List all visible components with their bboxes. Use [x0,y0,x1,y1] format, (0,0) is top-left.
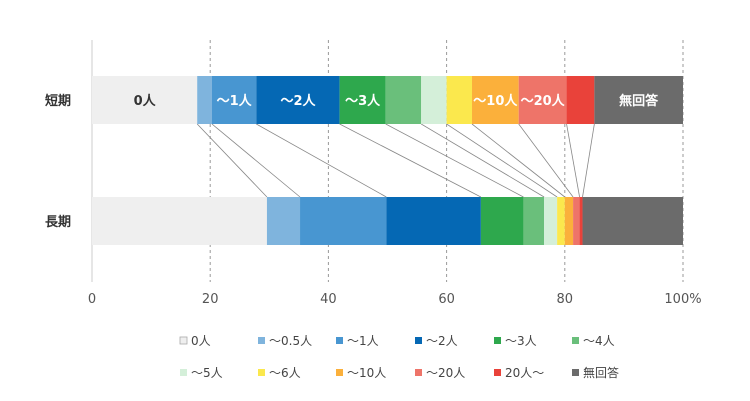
bar-segment [566,76,595,124]
legend-swatch [179,336,188,345]
legend-label: ～3人 [505,334,537,348]
bar-segment [339,76,386,124]
segment-label: 無回答 [619,93,659,109]
segment-label: ～2人 [280,93,316,109]
legend-label: ～4人 [583,334,615,348]
connector-line [420,123,545,198]
legend-label: ～6人 [269,366,301,380]
category-label: 長期 [45,215,71,230]
legend-swatch [494,369,501,376]
connector-line [446,123,558,198]
segment-label: 0人 [134,93,157,109]
legend-swatch [415,337,422,344]
category-label: 短期 [45,93,71,109]
bar-segment [446,76,473,124]
x-axis: 0 20 40 60 80 100% [88,292,702,307]
bar-segment [266,197,301,245]
connector-line [211,123,301,198]
bar-segment [582,197,683,245]
legend-swatch [336,337,343,344]
bar-segment [564,197,574,245]
bar-segment [480,197,524,245]
connector-line [385,123,524,198]
bar-segment [386,197,481,245]
x-tick-label: 80 [557,292,574,307]
bars: 0人 ～1人 ～2人 ～3人 ～10人 ～20人 無回答 [92,76,683,245]
legend-label: ～2人 [426,334,458,348]
bar-segment [579,197,583,245]
x-tick-label: 100% [664,292,701,307]
legend-label: ～10人 [347,366,386,380]
legend-label: 0人 [191,334,211,348]
segment-label: ～1人 [217,93,253,109]
legend-label: ～1人 [347,334,379,348]
bar-segment [256,76,340,124]
bar-segment [544,197,558,245]
legend-label: 無回答 [583,365,619,380]
connector-lines [196,123,595,198]
bar-segment [385,76,422,124]
x-tick-label: 60 [438,292,455,307]
legend-swatch [258,369,265,376]
bar-segment [523,197,545,245]
legend-label: ～5人 [191,366,223,380]
connector-line [471,123,566,198]
segment-label: ～10人 [473,93,518,109]
legend-swatch [258,337,265,344]
legend: 0人 ～0.5人 ～1人 ～2人 ～3人 ～4人 ～5人 ～6人 ～10人 ～20人 20人～ 無回答 [179,334,619,380]
segment-label: ～3人 [345,93,381,109]
connector-line [339,123,482,198]
bar-segment [300,197,387,245]
legend-swatch [336,369,343,376]
bar-segment [594,76,683,124]
bar-segment [557,197,565,245]
connector-line [566,123,580,198]
legend-swatch [572,369,579,376]
bar-segment [197,76,212,124]
legend-label: 20人～ [505,366,544,380]
connector-line [518,123,574,198]
bar-segment [573,197,580,245]
legend-swatch [572,337,579,344]
bar-segment [472,76,519,124]
bar-segment [92,197,267,245]
legend-swatch [494,337,501,344]
connector-line [256,123,387,198]
bar-segment [92,76,198,124]
legend-swatch [180,369,187,376]
x-tick-label: 40 [320,292,337,307]
x-tick-label: 20 [202,292,219,307]
bar-segment [421,76,447,124]
bar-segment [211,76,257,124]
legend-label: ～20人 [426,366,465,380]
legend-swatch [415,369,422,376]
legend-label: ～0.5人 [269,334,312,348]
segment-label: ～20人 [521,93,566,109]
connector-line [582,123,595,198]
bar-segment [518,76,567,124]
x-tick-label: 0 [88,292,96,307]
connector-line [196,123,268,198]
